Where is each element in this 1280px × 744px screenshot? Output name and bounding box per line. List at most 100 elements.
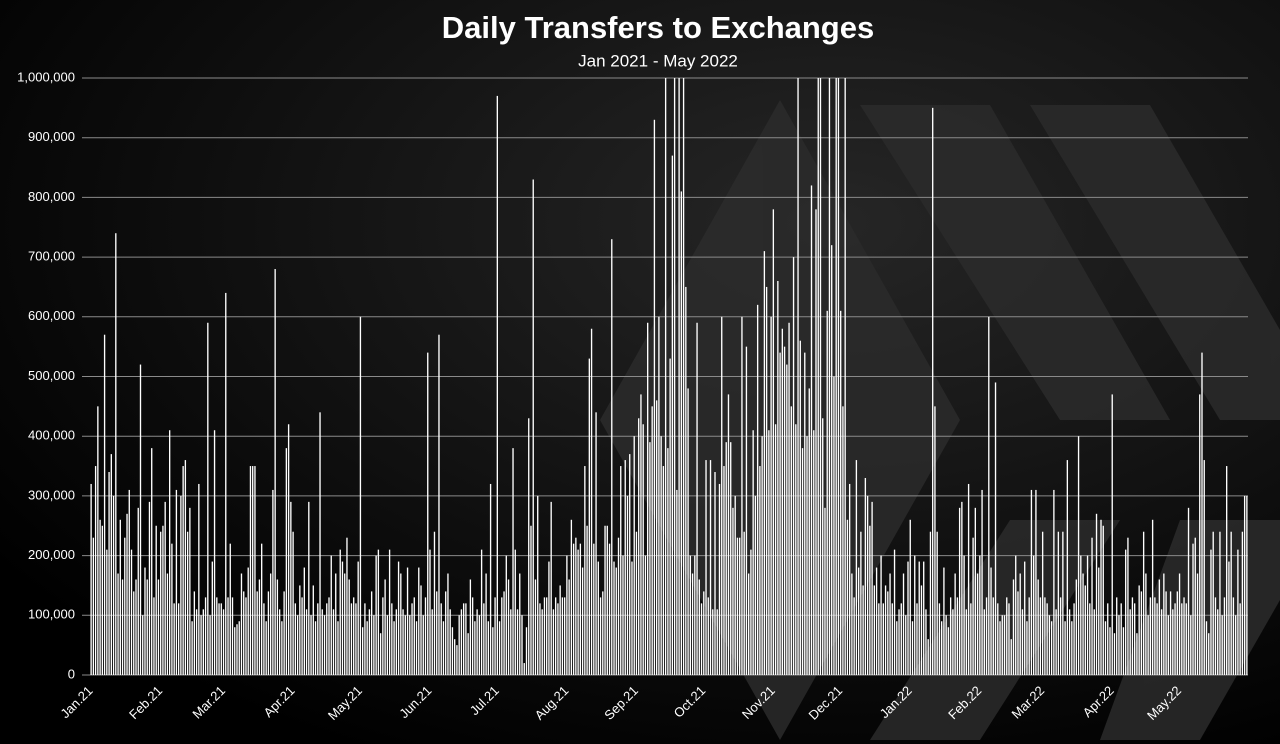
bar	[528, 418, 530, 675]
bar	[602, 591, 604, 675]
bar	[725, 442, 727, 675]
bar	[752, 430, 754, 675]
bar	[792, 257, 795, 675]
bar	[1147, 615, 1149, 675]
bar	[162, 525, 164, 675]
bar	[213, 430, 216, 675]
bar	[99, 519, 101, 675]
bar	[1174, 603, 1176, 675]
bar	[539, 603, 541, 675]
bar	[1160, 609, 1163, 675]
bar	[218, 603, 220, 675]
y-tick-label: 1,000,000	[17, 69, 75, 84]
bar	[559, 585, 561, 675]
bar	[842, 406, 844, 675]
bar	[1194, 537, 1196, 675]
bar	[732, 507, 734, 675]
bar	[1208, 633, 1210, 675]
bar	[292, 531, 294, 675]
bar	[263, 603, 265, 675]
bar	[1055, 609, 1057, 675]
bar	[568, 579, 570, 675]
bar	[822, 418, 824, 675]
bar	[1024, 561, 1026, 675]
bar	[1234, 615, 1237, 675]
bar	[997, 603, 999, 675]
bar	[492, 627, 494, 675]
bar	[884, 585, 887, 675]
bar	[608, 543, 611, 675]
y-tick-label: 0	[68, 666, 75, 681]
bar	[727, 394, 730, 675]
bar	[348, 579, 350, 675]
bar	[739, 537, 741, 675]
bar	[1001, 615, 1003, 675]
bar	[918, 561, 920, 675]
bar	[1167, 615, 1170, 675]
bar	[990, 567, 992, 675]
bar	[312, 585, 314, 675]
bar	[220, 603, 222, 675]
bar	[1050, 621, 1053, 675]
bar	[786, 364, 788, 675]
bar	[278, 609, 281, 675]
bar	[1046, 603, 1048, 675]
y-tick-label: 500,000	[28, 368, 75, 383]
bar	[1125, 549, 1127, 675]
bar	[1095, 513, 1098, 675]
bar	[296, 615, 299, 675]
bar	[514, 549, 516, 675]
bar	[243, 591, 245, 675]
bar	[871, 501, 873, 675]
bar	[146, 579, 148, 675]
bar	[1059, 597, 1062, 675]
bar	[561, 597, 564, 675]
bar	[415, 621, 418, 675]
bar	[1118, 615, 1120, 675]
bar	[1003, 615, 1006, 675]
bar	[896, 621, 898, 675]
bar	[193, 591, 196, 675]
bar	[581, 567, 584, 675]
bar	[584, 466, 586, 675]
bar	[1158, 579, 1161, 675]
bar	[303, 567, 305, 675]
bar	[723, 466, 725, 675]
bar	[467, 633, 469, 675]
bar	[186, 531, 189, 675]
bar	[1019, 573, 1021, 675]
bar	[963, 555, 965, 675]
bar	[936, 531, 938, 675]
bar	[606, 525, 608, 675]
bar	[754, 495, 757, 675]
bar	[761, 436, 763, 675]
bar	[770, 316, 772, 675]
bar	[117, 573, 119, 675]
bar	[258, 579, 261, 675]
bar	[377, 549, 380, 675]
bar	[341, 561, 344, 675]
bar	[914, 555, 916, 675]
bar	[460, 609, 463, 675]
bar	[1080, 555, 1082, 675]
bar	[624, 460, 626, 675]
bar	[121, 579, 124, 675]
bar	[361, 627, 364, 675]
bar	[436, 591, 438, 675]
bar	[750, 549, 752, 675]
bar	[1156, 603, 1158, 675]
bar	[815, 209, 817, 675]
bar	[445, 591, 447, 675]
bar	[557, 603, 559, 675]
bar	[604, 525, 606, 675]
bar	[160, 531, 162, 675]
bar	[976, 573, 979, 675]
bar	[1026, 621, 1028, 675]
bar	[530, 525, 532, 675]
bar	[846, 519, 849, 675]
bar	[200, 615, 202, 675]
bar	[400, 573, 402, 675]
bar	[1120, 603, 1122, 675]
bar	[837, 78, 840, 675]
